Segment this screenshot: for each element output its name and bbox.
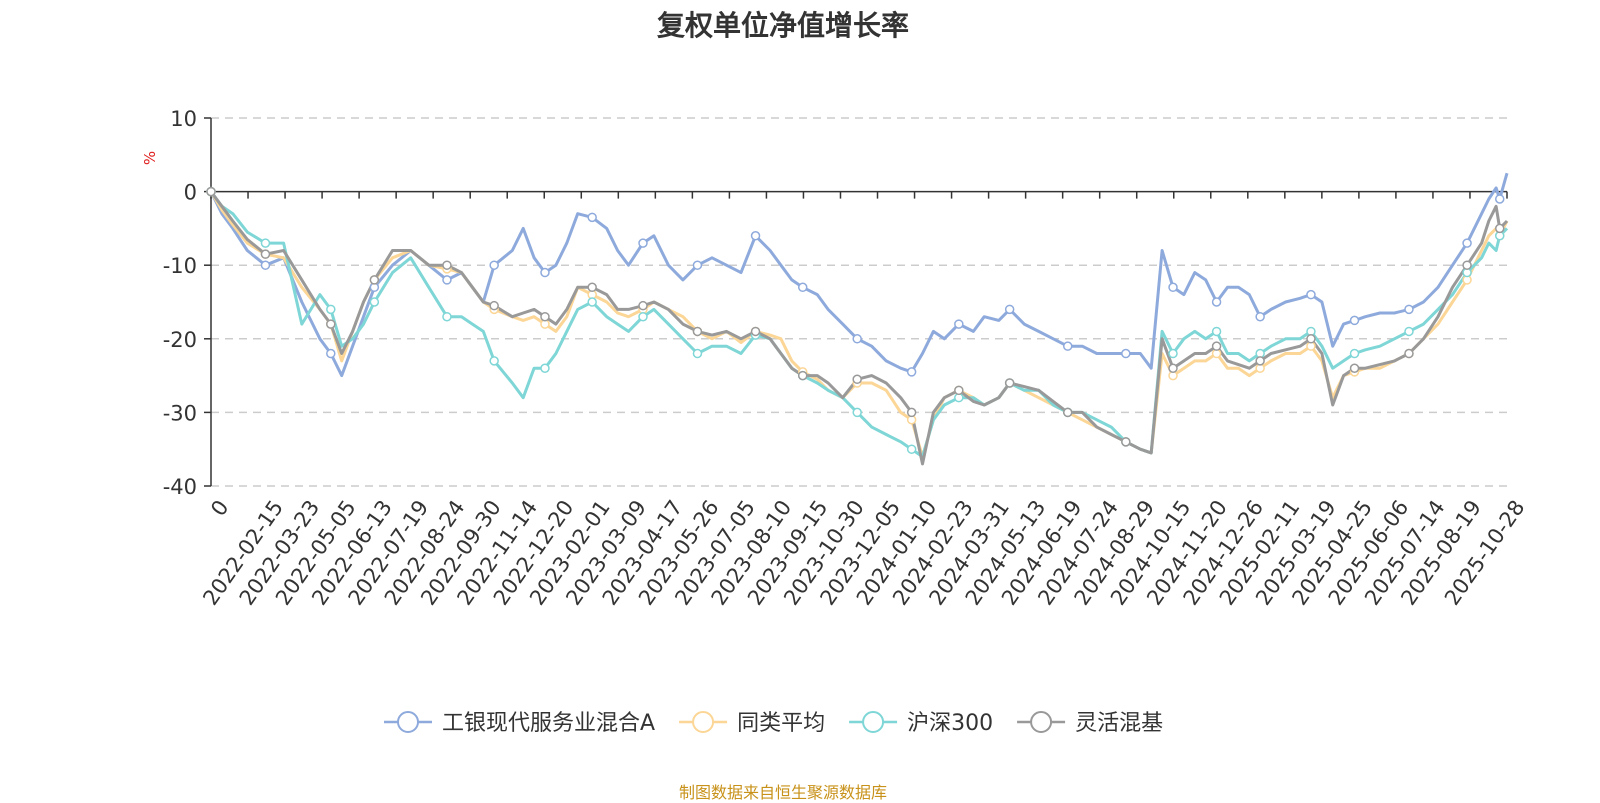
legend-item-1[interactable]: 同类平均 (679, 711, 825, 736)
legend-label-1: 同类平均 (737, 711, 825, 736)
series-line-2 (209, 190, 1509, 459)
series-0-point (692, 260, 703, 270)
y-tick-label-4: -30 (163, 401, 197, 425)
series-2-point (1168, 348, 1178, 359)
series-3-point (1004, 378, 1015, 388)
y-tick-label-0: 10 (170, 107, 197, 131)
source-note: 制图数据来自恒生聚源数据库 (678, 783, 887, 802)
series-3-point (1306, 334, 1316, 344)
series-3-point (1255, 356, 1265, 366)
grid-lines (211, 117, 1507, 487)
series-3-point (326, 319, 336, 329)
line-chart: 100-10-20-30-4002022-02-152022-03-232022… (141, 107, 1530, 736)
series-0-point (1121, 348, 1131, 359)
series-2-point (692, 348, 703, 359)
legend-marker-1 (692, 711, 715, 733)
series-2-point (587, 297, 597, 307)
series-2-point (442, 311, 452, 322)
y-tick-label-1: 0 (184, 181, 197, 205)
series-3-point (750, 326, 761, 337)
legend-item-0[interactable]: 工银现代服务业混合A (384, 711, 655, 736)
series-0-point (797, 282, 808, 293)
legend-label-0: 工银现代服务业混合A (442, 711, 655, 736)
series-3-point (587, 282, 597, 293)
legend-item-2[interactable]: 沪深300 (849, 711, 993, 736)
series-2-point (326, 304, 336, 315)
series-3-point (442, 260, 452, 270)
series-3-point (489, 300, 499, 311)
series-0-point (1255, 311, 1265, 322)
series-3-point (1168, 363, 1178, 373)
series-0-point (540, 267, 550, 278)
series-3-point (906, 407, 917, 418)
series-0-point (1004, 304, 1015, 315)
series-0-point (1306, 289, 1316, 300)
legend-item-3[interactable]: 灵活混基 (1017, 711, 1163, 736)
legend-marker-2 (862, 711, 885, 733)
series-3-point (1462, 260, 1472, 270)
series-0-point (587, 212, 597, 223)
series-2-point (540, 363, 550, 373)
series-3-point (638, 300, 648, 311)
series-0-point (326, 348, 336, 359)
series-markers (206, 186, 1505, 454)
series-2-point (1349, 348, 1360, 359)
series-2-point (906, 444, 917, 454)
series-3-point (1349, 363, 1360, 373)
series-0-point (750, 231, 761, 241)
series-0-point (1062, 341, 1073, 351)
series-3-point (1494, 223, 1505, 234)
series-0-point (442, 275, 452, 285)
legend-label-3: 灵活混基 (1075, 711, 1163, 736)
series-0-point (1211, 297, 1222, 307)
series-3-point (1404, 348, 1414, 359)
series-2-point (638, 311, 648, 322)
series-0-point (1404, 304, 1414, 315)
series-2-point (852, 407, 862, 418)
legend-label-2: 沪深300 (907, 711, 993, 736)
series-3-point (692, 326, 703, 337)
series-0-point (1168, 282, 1178, 293)
series-2-point (260, 238, 271, 248)
y-tick-label-2: -10 (163, 254, 197, 278)
series-3-point (206, 186, 216, 197)
axes: 100-10-20-30-4002022-02-152022-03-232022… (163, 107, 1530, 610)
series-0-point (638, 238, 648, 248)
series-2-point (369, 297, 380, 307)
y-tick-label-5: -40 (163, 475, 197, 499)
series-lines (209, 172, 1509, 466)
series-3-point (1211, 341, 1222, 351)
y-tick-label-3: -20 (163, 328, 197, 352)
y-axis-unit-label: % (141, 151, 159, 165)
series-3-point (540, 311, 550, 322)
series-0-point (1462, 238, 1472, 248)
series-3-point (1062, 407, 1073, 418)
series-3-point (954, 385, 964, 396)
series-2-point (489, 356, 499, 366)
series-2-point (1404, 326, 1414, 337)
series-0-point (954, 319, 964, 329)
series-3-point (797, 370, 808, 381)
series-3-point (852, 374, 862, 385)
series-0-point (852, 334, 862, 344)
legend-marker-3 (1030, 711, 1053, 733)
series-3-point (260, 249, 271, 259)
chart-title: 复权单位净值增长率 (656, 9, 909, 42)
series-0-point (489, 260, 499, 270)
series-0-point (1349, 315, 1360, 326)
series-2-point (1211, 326, 1222, 337)
legend[interactable]: 工银现代服务业混合A 同类平均 沪深300 灵活混基 (384, 711, 1163, 736)
series-0-point (1494, 194, 1505, 204)
legend-marker-0 (397, 711, 419, 733)
series-line-1 (209, 190, 1509, 459)
x-tick-label-0: 0 (206, 496, 233, 521)
series-0-point (906, 367, 917, 377)
series-0-point (260, 260, 271, 270)
series-3-point (1121, 437, 1131, 447)
series-3-point (369, 275, 380, 285)
